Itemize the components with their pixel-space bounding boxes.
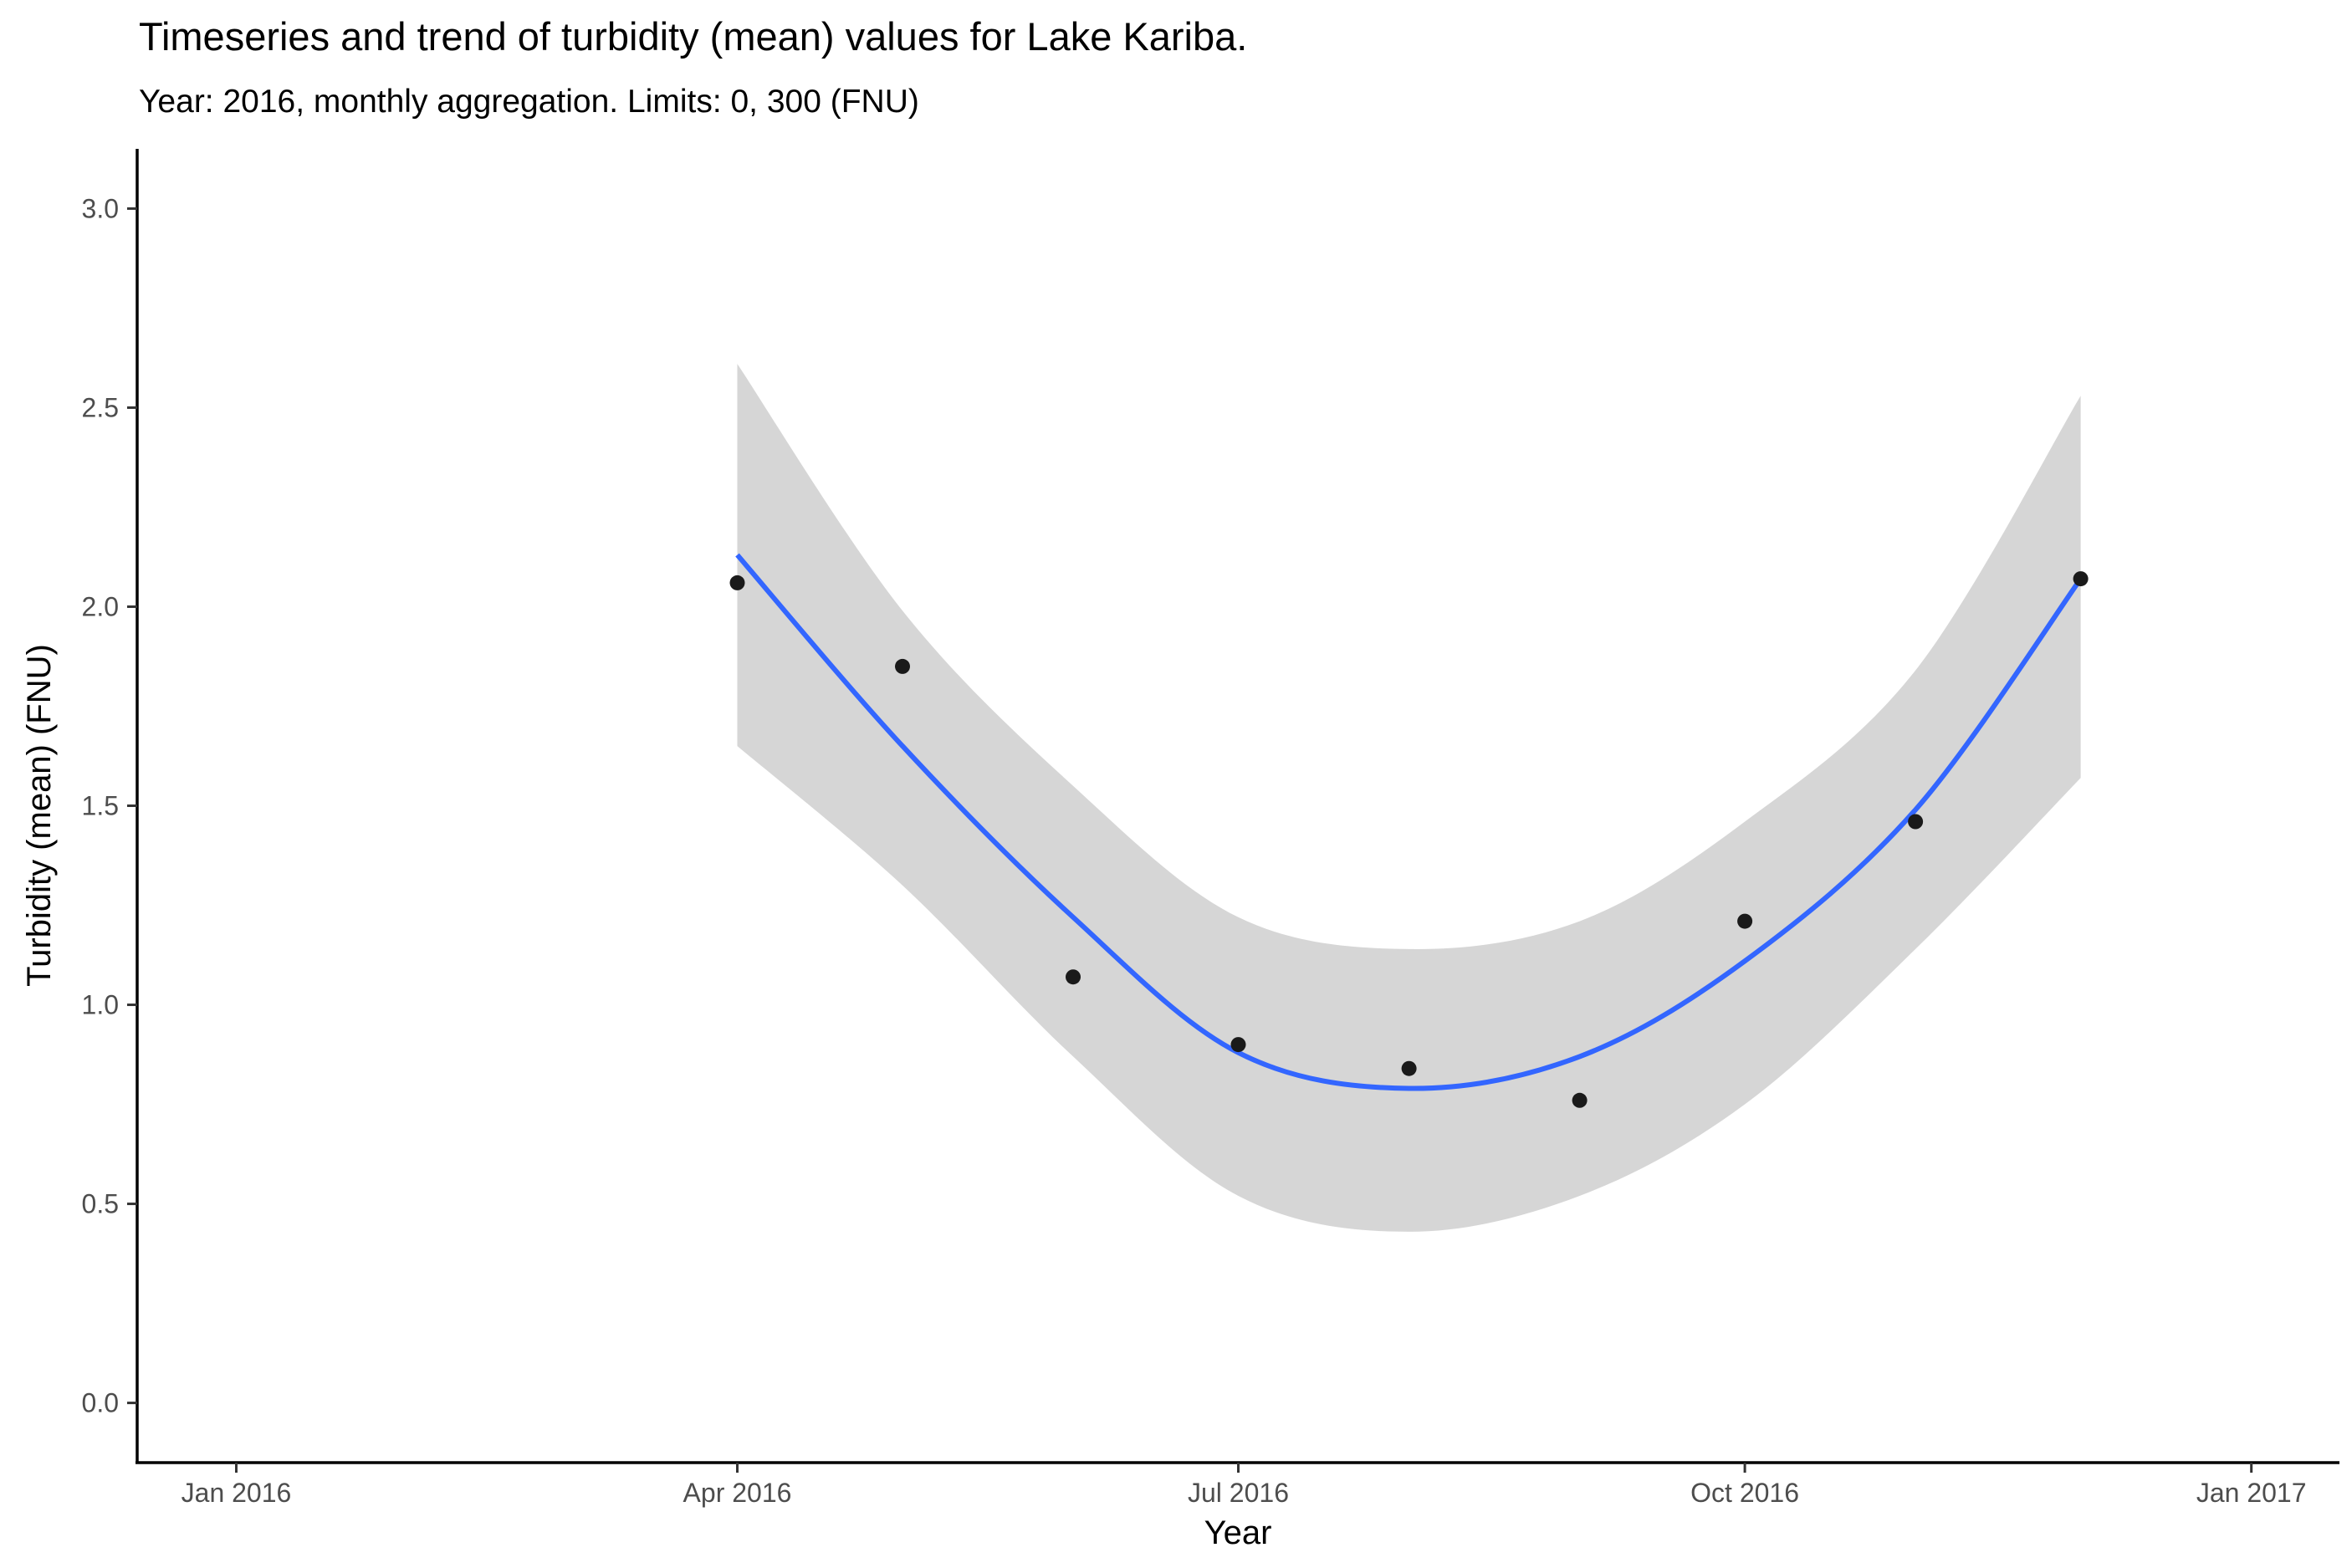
data-point xyxy=(1572,1092,1588,1108)
data-point xyxy=(2073,571,2089,587)
trend-line-layer xyxy=(735,553,2084,1091)
y-tick-label: 2.5 xyxy=(82,392,119,422)
data-point xyxy=(1401,1060,1417,1076)
y-tick-label: 2.0 xyxy=(82,591,119,621)
x-tick-label: Jan 2017 xyxy=(2196,1478,2307,1508)
x-tick-label: Apr 2016 xyxy=(683,1478,792,1508)
trend-line xyxy=(735,553,2084,1091)
y-axis-title: Turbidity (mean) (FNU) xyxy=(21,644,58,987)
data-point xyxy=(1066,969,1081,985)
data-point xyxy=(1908,814,1924,830)
data-point xyxy=(1230,1037,1246,1053)
y-tick-label: 1.5 xyxy=(82,791,119,821)
x-axis-title: Year xyxy=(1204,1514,1272,1551)
chart-title: Timeseries and trend of turbidity (mean)… xyxy=(139,14,1247,59)
y-tick-label: 1.0 xyxy=(82,990,119,1020)
confidence-band xyxy=(737,364,2081,1232)
x-tick-label: Jul 2016 xyxy=(1188,1478,1289,1508)
y-tick-label: 0.0 xyxy=(82,1388,119,1418)
x-axis-ticks: Jan 2016 Apr 2016 Jul 2016 Oct 2016 Jan 2017 xyxy=(182,1463,2307,1508)
data-point xyxy=(1737,913,1753,929)
confidence-band-layer xyxy=(737,364,2081,1232)
y-tick-label: 3.0 xyxy=(82,193,119,223)
y-axis-ticks: 0.0 0.5 1.0 1.5 2.0 2.5 3.0 xyxy=(82,193,137,1418)
chart-subtitle: Year: 2016, monthly aggregation. Limits:… xyxy=(139,84,919,120)
x-tick-label: Oct 2016 xyxy=(1690,1478,1799,1508)
data-points-layer xyxy=(729,571,2089,1108)
data-point xyxy=(895,658,910,674)
y-tick-label: 0.5 xyxy=(82,1189,119,1219)
x-tick-label: Jan 2016 xyxy=(182,1478,292,1508)
data-point xyxy=(729,575,745,590)
